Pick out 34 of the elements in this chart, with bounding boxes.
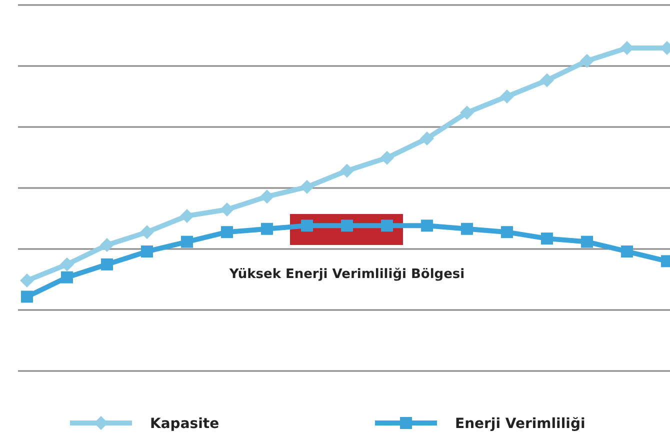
point xyxy=(541,232,553,245)
annotation: Yüksek Enerji Verimliliği Bölgesi xyxy=(228,267,465,282)
point xyxy=(261,222,273,235)
point xyxy=(461,222,473,235)
point xyxy=(180,208,194,223)
point xyxy=(380,150,394,165)
point xyxy=(460,106,474,120)
point xyxy=(101,258,113,270)
point xyxy=(100,238,114,252)
point xyxy=(580,54,594,68)
point xyxy=(220,202,234,216)
point xyxy=(301,220,313,232)
point xyxy=(181,236,193,248)
legend-label: Kapasite xyxy=(150,416,220,432)
point xyxy=(140,225,154,240)
point xyxy=(621,245,633,258)
point xyxy=(60,257,74,272)
point xyxy=(501,226,513,238)
point xyxy=(21,290,33,303)
point xyxy=(540,73,554,88)
point xyxy=(340,164,354,178)
legend-label: Enerji Verimliliği xyxy=(455,416,586,432)
point xyxy=(300,180,314,194)
point xyxy=(420,131,434,146)
point xyxy=(381,220,393,232)
point xyxy=(221,226,233,238)
point xyxy=(500,89,514,104)
point xyxy=(581,236,593,248)
point xyxy=(341,220,353,232)
point xyxy=(20,274,34,288)
point xyxy=(421,220,433,232)
point xyxy=(260,190,274,204)
point xyxy=(61,271,73,284)
point xyxy=(141,245,153,258)
